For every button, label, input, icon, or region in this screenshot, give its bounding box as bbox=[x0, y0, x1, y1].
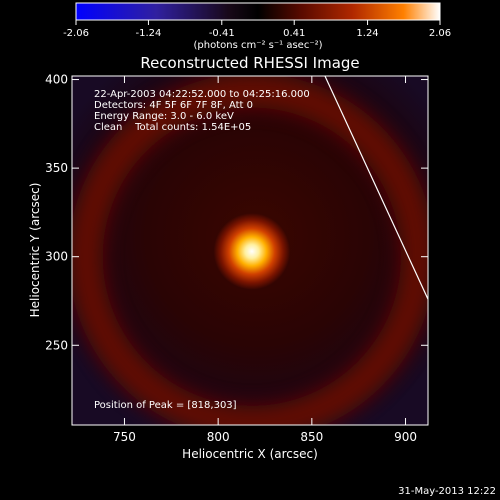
x-axis-label: Heliocentric X (arcsec) bbox=[182, 447, 318, 461]
colorbar-ticks: -2.06 -1.24 -0.41 0.41 1.24 2.06 bbox=[63, 20, 451, 39]
annotation-block: 22-Apr-2003 04:22:52.000 to 04:25:16.000… bbox=[94, 89, 310, 411]
y-axis-ticks: 250 300 350 400 bbox=[45, 73, 428, 352]
peak-position-label: Position of Peak = [818,303] bbox=[94, 400, 237, 411]
colorbar-gradient bbox=[75, 2, 441, 21]
peak-source bbox=[213, 213, 291, 290]
y-tick-label: 400 bbox=[45, 73, 68, 87]
colorbar-tick-label: 1.24 bbox=[356, 28, 378, 39]
y-tick-label: 350 bbox=[45, 161, 68, 175]
colorbar-tick-label: 0.41 bbox=[283, 28, 305, 39]
emission-ring bbox=[72, 76, 428, 425]
plot-area bbox=[72, 76, 428, 425]
colorbar-tick-label: -0.41 bbox=[209, 28, 235, 39]
annotation-detectors: Detectors: 4F 5F 6F 7F 8F, Att 0 bbox=[94, 100, 253, 111]
annotation-time: 22-Apr-2003 04:22:52.000 to 04:25:16.000 bbox=[94, 89, 310, 100]
y-tick-label: 250 bbox=[45, 338, 68, 352]
y-tick-label: 300 bbox=[45, 250, 68, 264]
colorbar-tick-label: -2.06 bbox=[63, 28, 89, 39]
colorbar: -2.06 -1.24 -0.41 0.41 1.24 2.06 (photons cm⁻… bbox=[63, 2, 451, 51]
annotation-energy: Energy Range: 3.0 - 6.0 keV bbox=[94, 111, 234, 122]
chart-title: Reconstructed RHESSI Image bbox=[140, 54, 359, 72]
footer-timestamp: 31-May-2013 12:22 bbox=[398, 486, 496, 497]
x-axis-ticks: 750 800 850 900 bbox=[113, 76, 417, 444]
x-tick-label: 850 bbox=[300, 430, 323, 444]
annotation-counts: Clean Total counts: 1.54E+05 bbox=[94, 122, 251, 133]
plot-frame bbox=[71, 75, 429, 426]
x-tick-label: 800 bbox=[207, 430, 230, 444]
solar-limb-line bbox=[324, 76, 428, 300]
colorbar-tick-label: -1.24 bbox=[136, 28, 162, 39]
colorbar-units: (photons cm⁻² s⁻¹ asec⁻²) bbox=[193, 40, 322, 51]
x-tick-label: 750 bbox=[113, 430, 136, 444]
y-axis-label: Heliocentric Y (arcsec) bbox=[28, 183, 42, 318]
x-tick-label: 900 bbox=[394, 430, 417, 444]
colorbar-tick-label: 2.06 bbox=[429, 28, 451, 39]
